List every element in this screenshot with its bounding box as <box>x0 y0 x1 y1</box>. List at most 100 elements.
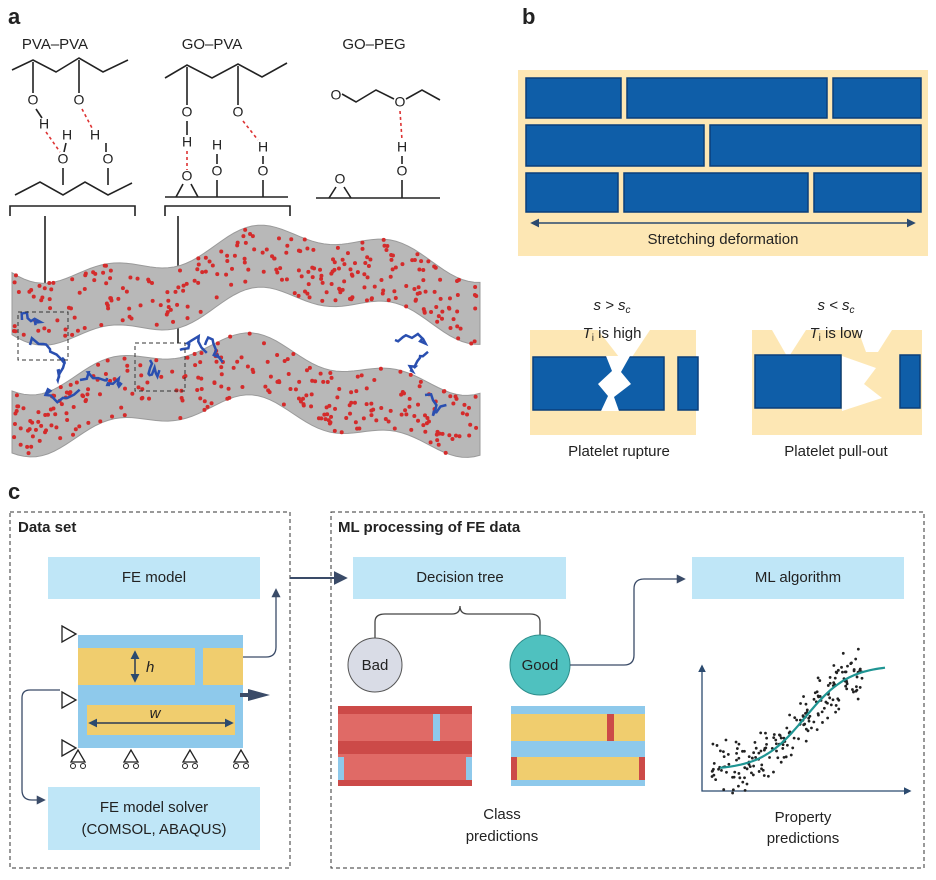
oxygen-atom <box>407 404 412 409</box>
oxygen-atom <box>40 295 45 300</box>
scatter-dot <box>822 706 826 710</box>
atom: O <box>182 104 193 120</box>
oxygen-atom <box>349 390 354 395</box>
oxygen-atom <box>421 423 426 428</box>
oxygen-atom <box>242 260 247 265</box>
scatter-dot <box>856 697 860 701</box>
oxygen-atom <box>429 309 434 314</box>
oxygen-atom <box>102 263 107 268</box>
atom: H <box>90 127 100 143</box>
oxygen-atom <box>166 305 171 310</box>
oxygen-atom <box>277 380 282 385</box>
oxygen-atom <box>296 268 301 273</box>
oxygen-atom <box>422 310 427 315</box>
scatter-dot <box>738 776 742 780</box>
oxygen-atom <box>140 387 145 392</box>
oxygen-atom <box>86 387 91 392</box>
polymer-strand <box>424 393 447 417</box>
oxygen-atom <box>388 274 393 279</box>
structure-title: GO–PVA <box>182 36 243 53</box>
oxygen-atom <box>12 435 17 440</box>
scatter-dot <box>741 780 745 784</box>
scatter-dot <box>752 764 756 768</box>
oxygen-atom <box>136 385 141 390</box>
oxygen-atom <box>319 416 324 421</box>
oxygen-atom <box>82 326 87 331</box>
oxygen-atom <box>299 274 304 279</box>
bad-design <box>338 706 472 786</box>
oxygen-atom <box>364 298 369 303</box>
oxygen-atom <box>329 414 334 419</box>
oxygen-atom <box>108 378 113 383</box>
oxygen-atom <box>450 437 455 442</box>
subscript: c <box>626 305 631 316</box>
oxygen-atom <box>380 291 385 296</box>
class-label: Bad <box>362 657 389 674</box>
oxygen-atom <box>240 385 245 390</box>
oxygen-atom <box>170 369 175 374</box>
oxygen-atom <box>416 418 421 423</box>
oxygen-atom <box>451 401 456 406</box>
scatter-dot <box>775 749 778 753</box>
toughness: Ti is high <box>583 325 642 344</box>
oxygen-atom <box>292 291 297 296</box>
oxygen-atom <box>323 417 328 422</box>
scatter-dot <box>854 689 858 693</box>
oxygen-atom <box>426 419 431 424</box>
oxygen-atom <box>364 386 369 391</box>
oxygen-atom <box>13 411 18 416</box>
oxygen-atom <box>149 280 154 285</box>
tree-brace <box>374 605 541 638</box>
oxygen-atom <box>428 440 433 445</box>
oxygen-atom <box>401 391 406 396</box>
oxygen-atom <box>409 427 414 432</box>
scatter-dot <box>751 773 755 777</box>
oxygen-atom <box>285 357 290 362</box>
scatter-dot <box>802 695 805 698</box>
oxygen-atom <box>185 304 190 309</box>
oxygen-atom <box>298 399 303 404</box>
oxygen-atom <box>195 267 200 272</box>
oxygen-atom <box>432 289 437 294</box>
scatter-dot <box>854 685 858 689</box>
scatter-dot <box>855 675 859 679</box>
oxygen-atom <box>63 333 68 338</box>
oxygen-atom <box>130 391 135 396</box>
scatter-dot <box>779 760 783 764</box>
oxygen-atom <box>307 295 312 300</box>
oxygen-atom <box>332 267 337 272</box>
oxygen-atom <box>37 283 42 288</box>
oxygen-atom <box>154 358 159 363</box>
scatter-dot <box>804 702 808 706</box>
oxygen-atom <box>329 375 334 380</box>
oxygen-atom <box>108 296 113 301</box>
go-pva-structure: O O H H H O O O <box>164 62 291 343</box>
oxygen-atom <box>47 281 52 286</box>
oxygen-atom <box>412 287 417 292</box>
oxygen-atom <box>42 286 47 291</box>
oxygen-atom <box>354 389 359 394</box>
oxygen-atom <box>309 392 314 397</box>
oxygen-atom <box>404 412 409 417</box>
fe-model-sketch <box>61 624 270 769</box>
oxygen-atom <box>147 396 152 401</box>
oxygen-atom <box>68 382 73 387</box>
scatter-dot <box>829 703 833 707</box>
subscript: i <box>592 333 594 344</box>
oxygen-atom <box>173 289 178 294</box>
polymer-strand <box>105 375 123 389</box>
oxygen-atom <box>426 259 431 264</box>
oxygen-atom <box>235 243 240 248</box>
oxygen-atom <box>304 368 309 373</box>
scatter-dot <box>852 690 855 694</box>
oxygen-atom <box>241 234 246 239</box>
atom: O <box>182 168 193 184</box>
scatter-dot <box>725 770 728 774</box>
oxygen-atom <box>301 403 306 408</box>
oxygen-atom <box>441 389 446 394</box>
scatter-dot <box>816 676 820 680</box>
scatter-dot <box>799 702 802 705</box>
scatter-dot <box>813 691 817 695</box>
polymer-strand <box>79 370 109 382</box>
